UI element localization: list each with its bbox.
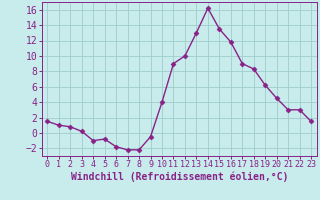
X-axis label: Windchill (Refroidissement éolien,°C): Windchill (Refroidissement éolien,°C) [70,172,288,182]
